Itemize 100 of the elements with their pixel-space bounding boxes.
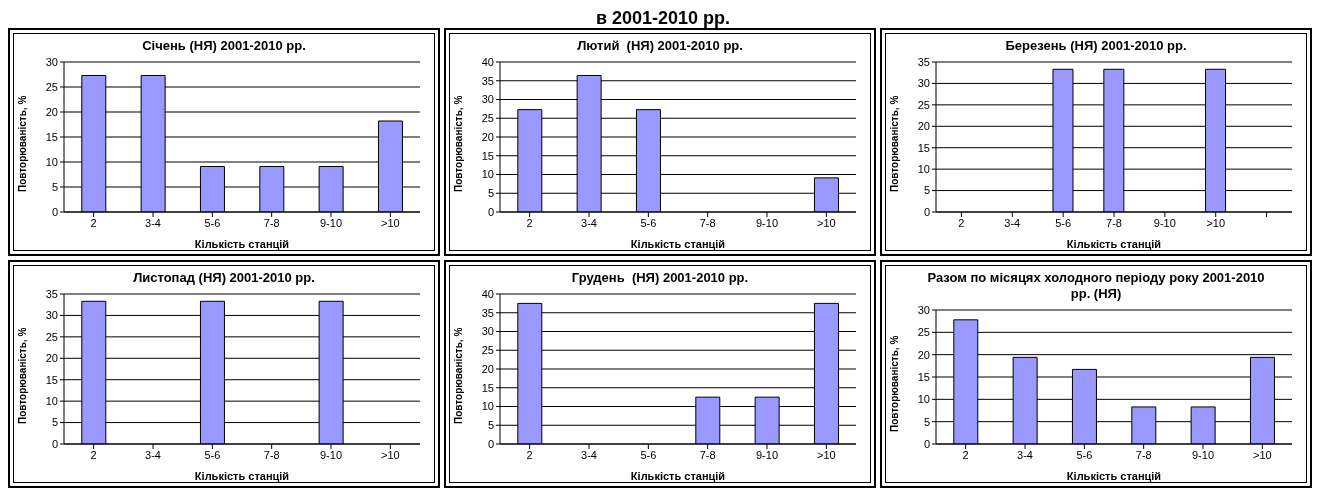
- x-tick-label: 9-10: [319, 216, 343, 229]
- x-tick-label: 5-6: [1055, 216, 1072, 229]
- x-tick-label: 3-4: [145, 216, 161, 229]
- y-tick-label: 20: [45, 352, 58, 365]
- x-tick-label: 2: [90, 448, 97, 461]
- x-tick-label: >10: [817, 448, 836, 461]
- y-tick-label: 10: [45, 155, 58, 168]
- x-tick-label: 5-6: [204, 216, 221, 229]
- y-tick-label: 20: [481, 362, 494, 375]
- x-axis-title: Кількість станцій: [630, 470, 726, 482]
- y-tick-label: 35: [481, 306, 494, 319]
- y-tick-label: 35: [45, 287, 58, 300]
- x-axis-title: Кількість станцій: [194, 470, 290, 482]
- chart-title: Лютий (НЯ) 2001-2010 рр.: [577, 38, 743, 53]
- x-tick-label: 5-6: [204, 448, 221, 461]
- y-tick-label: 20: [481, 130, 494, 143]
- y-tick-label: 15: [481, 381, 494, 394]
- y-tick-label: 5: [487, 419, 494, 432]
- x-axis-title: Кількість станцій: [1066, 470, 1162, 482]
- x-tick-label: >10: [381, 448, 400, 461]
- y-tick-label: 30: [481, 93, 494, 106]
- x-tick-label: 7-8: [1135, 448, 1152, 461]
- y-tick-label: 10: [917, 393, 930, 406]
- x-axis-title: Кількість станцій: [194, 238, 290, 250]
- x-tick-label: 9-10: [319, 448, 343, 461]
- x-tick-label: 2: [90, 216, 97, 229]
- x-tick-label: 2: [526, 448, 533, 461]
- x-tick-label: 2: [962, 448, 969, 461]
- y-tick-label: 30: [917, 303, 930, 316]
- x-tick-label: 9-10: [755, 448, 779, 461]
- x-tick-label: 7-8: [699, 216, 716, 229]
- y-tick-label: 0: [487, 205, 494, 218]
- x-tick-label: 3-4: [145, 448, 161, 461]
- y-tick-label: 25: [917, 326, 930, 339]
- x-tick-label: 2: [958, 216, 965, 229]
- y-tick-label: 10: [45, 395, 58, 408]
- y-tick-label: 15: [481, 149, 494, 162]
- y-tick-label: 30: [45, 309, 58, 322]
- y-tick-label: 0: [487, 437, 494, 450]
- y-tick-label: 5: [923, 184, 930, 197]
- x-tick-label: 9-10: [1153, 216, 1176, 229]
- y-axis-title: Повторюваність, %: [16, 95, 28, 192]
- x-tick-label: >10: [381, 216, 400, 229]
- chart-title: Разом по місяцях холодного періоду року 2001-2010 рр. (НЯ): [927, 270, 1265, 301]
- y-tick-label: 0: [51, 437, 58, 450]
- text: в 2001-2010 рр.: [594, 8, 732, 28]
- x-tick-label: 3-4: [1004, 216, 1021, 229]
- y-axis-title: Повторюваність, %: [888, 95, 900, 192]
- y-axis-title: Повторюваність, %: [888, 335, 900, 432]
- y-tick-label: 25: [481, 344, 494, 357]
- y-tick-label: 5: [51, 180, 58, 193]
- y-tick-label: 30: [481, 325, 494, 338]
- y-tick-label: 0: [923, 205, 930, 218]
- x-axis-title: Кількість станцій: [1066, 238, 1162, 250]
- y-tick-label: 15: [45, 130, 58, 143]
- y-tick-label: 40: [481, 287, 494, 300]
- x-tick-label: 5-6: [640, 216, 657, 229]
- y-axis-title: Повторюваність, %: [452, 95, 464, 192]
- y-tick-label: 10: [481, 400, 494, 413]
- x-tick-label: 7-8: [263, 216, 280, 229]
- x-tick-label: 7-8: [263, 448, 280, 461]
- y-tick-label: 0: [51, 205, 58, 218]
- x-tick-label: >10: [1253, 448, 1272, 461]
- x-tick-label: 3-4: [1017, 448, 1033, 461]
- y-tick-label: 10: [481, 168, 494, 181]
- y-tick-label: 25: [45, 330, 58, 343]
- y-tick-label: 20: [917, 348, 930, 361]
- y-axis-title: Повторюваність, %: [16, 327, 28, 424]
- x-tick-label: 7-8: [1106, 216, 1122, 229]
- y-tick-label: 15: [917, 141, 930, 154]
- x-tick-label: >10: [817, 216, 836, 229]
- x-tick-label: 3-4: [581, 216, 597, 229]
- y-tick-label: 30: [917, 77, 930, 90]
- y-tick-label: 25: [481, 112, 494, 125]
- y-tick-label: 25: [45, 80, 58, 93]
- x-tick-label: 7-8: [699, 448, 716, 461]
- chart-title: Грудень (НЯ) 2001-2010 рр.: [571, 270, 749, 285]
- x-tick-label: 3-4: [581, 448, 597, 461]
- y-tick-label: 40: [481, 55, 494, 68]
- y-tick-label: 35: [481, 74, 494, 87]
- x-tick-label: 2: [526, 216, 533, 229]
- x-tick-label: >10: [1206, 216, 1226, 229]
- y-tick-label: 0: [923, 437, 930, 450]
- x-tick-label: 5-6: [640, 448, 657, 461]
- y-tick-label: 5: [51, 416, 58, 429]
- y-tick-label: 15: [45, 373, 58, 386]
- y-tick-label: 10: [917, 163, 930, 176]
- x-tick-label: 9-10: [1191, 448, 1215, 461]
- y-axis-title: Повторюваність, %: [452, 327, 464, 424]
- y-tick-label: 35: [917, 55, 930, 68]
- x-tick-label: 5-6: [1076, 448, 1093, 461]
- y-tick-label: 25: [917, 98, 930, 111]
- y-tick-label: 15: [917, 370, 930, 383]
- y-tick-label: 5: [487, 187, 494, 200]
- y-tick-label: 20: [45, 105, 58, 118]
- x-tick-label: 9-10: [755, 216, 779, 229]
- chart-title: Березень (НЯ) 2001-2010 рр.: [1005, 38, 1187, 53]
- chart-title: Січень (НЯ) 2001-2010 рр.: [142, 38, 306, 53]
- y-tick-label: 30: [45, 55, 58, 68]
- x-axis-title: Кількість станцій: [630, 238, 726, 250]
